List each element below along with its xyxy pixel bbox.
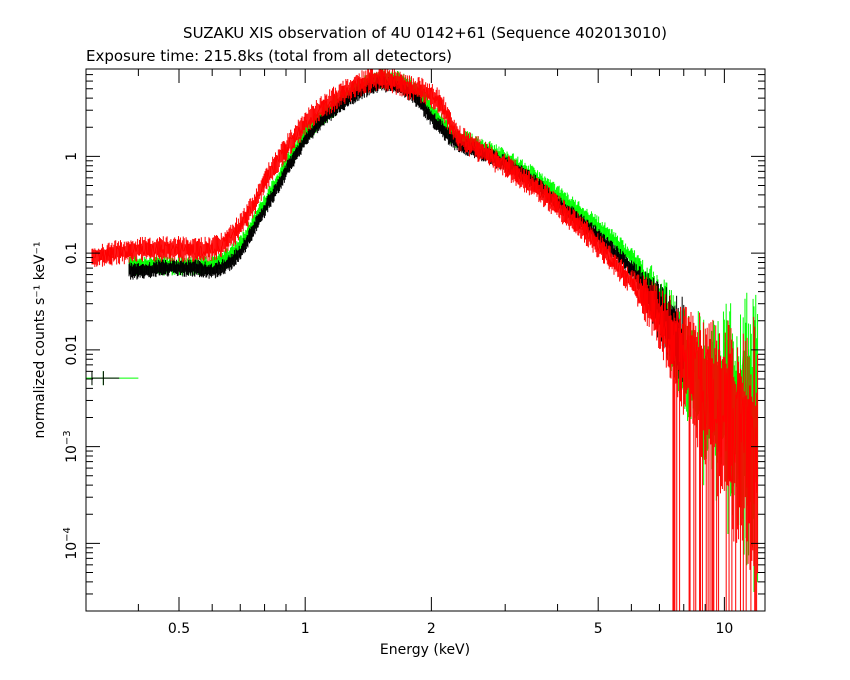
y-tick-label: 10−3 — [62, 430, 80, 463]
chart-subtitle: Exposure time: 215.8ks (total from all d… — [86, 47, 452, 65]
axis-ticks — [85, 68, 765, 612]
y-tick-labels: 1 0.1 0.01 10−3 10−4 — [62, 152, 80, 560]
series-line — [91, 71, 759, 505]
x-tick-label: 0.5 — [168, 621, 190, 637]
plot-frame — [85, 68, 766, 612]
y-tick-label: 1 — [64, 152, 80, 161]
x-tick-label: 5 — [594, 621, 603, 637]
x-tick-label: 1 — [301, 621, 310, 637]
data-layer — [86, 69, 759, 611]
y-axis-label: normalized counts s⁻¹ keV⁻¹ — [32, 241, 48, 438]
y-tick-label: 10−4 — [62, 527, 80, 560]
x-tick-labels: 0.5 1 2 5 10 — [168, 621, 733, 637]
isolated-point — [91, 371, 120, 386]
x-tick-label: 2 — [427, 621, 436, 637]
x-tick-label: 10 — [715, 621, 733, 637]
y-tick-label: 0.01 — [64, 334, 80, 365]
chart-title: SUZAKU XIS observation of 4U 0142+61 (Se… — [183, 24, 667, 42]
series-0 — [91, 69, 759, 611]
y-tick-label: 0.1 — [64, 242, 80, 264]
series-line — [128, 78, 685, 363]
x-axis-label: Energy (keV) — [380, 642, 470, 658]
